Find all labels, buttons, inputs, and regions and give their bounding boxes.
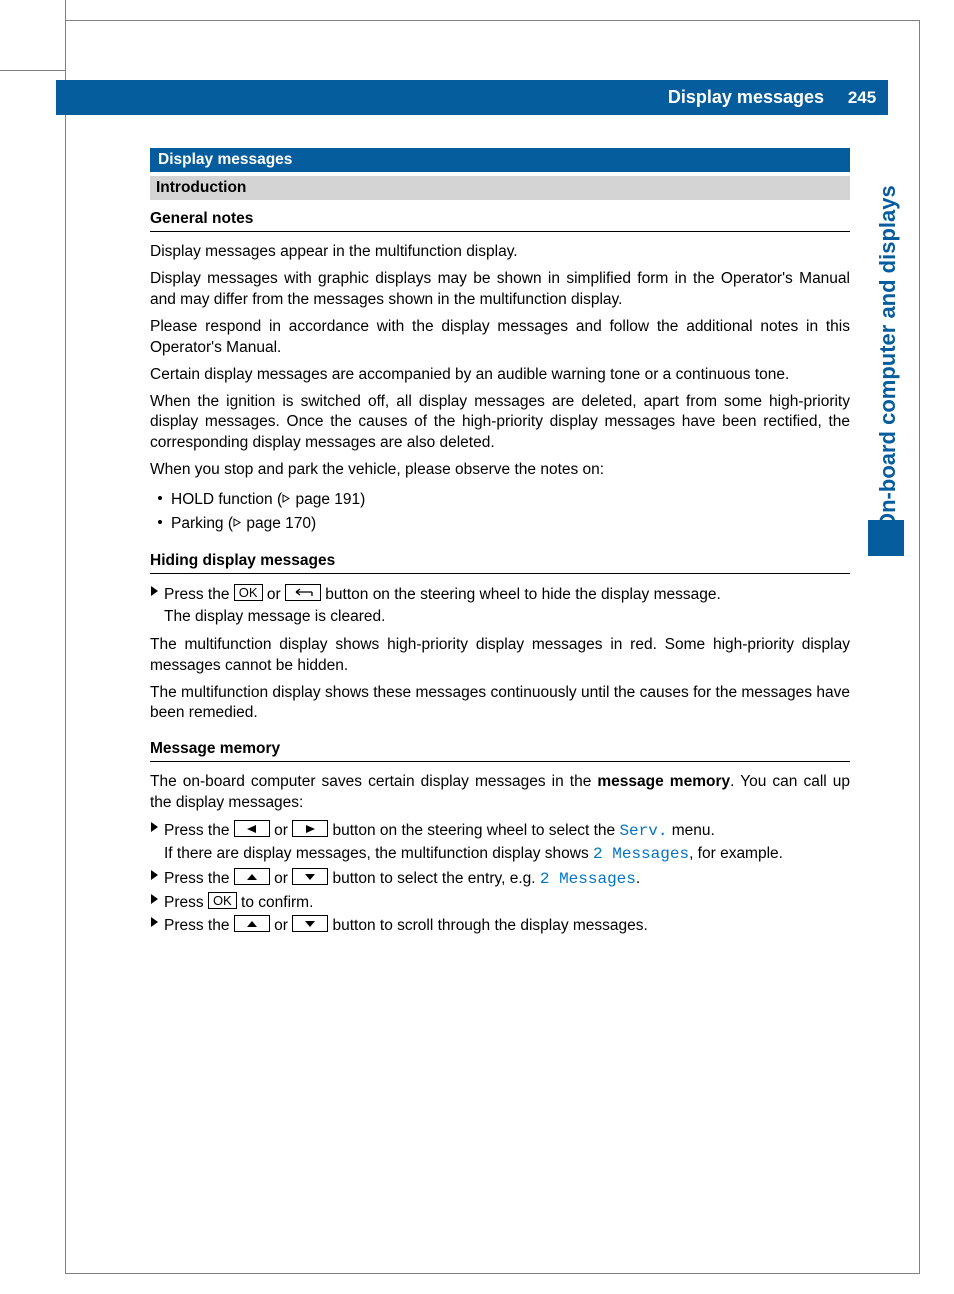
step-text: Press the or button on the steering whee… <box>164 820 850 866</box>
paragraph: The multifunction display shows high-pri… <box>150 635 850 677</box>
paragraph: The on-board computer saves certain disp… <box>150 772 850 814</box>
step-item: Press the or button on the steering whee… <box>150 820 850 866</box>
step-text: Press the or button to select the entry,… <box>164 868 850 891</box>
up-arrow-button-icon <box>234 915 270 932</box>
section-banner-primary: Display messages <box>150 148 850 172</box>
step-item: Press the or button to select the entry,… <box>150 868 850 891</box>
down-arrow-button-icon <box>292 868 328 885</box>
step-marker-icon <box>150 869 164 881</box>
step-item: Press the OK or button on the steering w… <box>150 584 850 629</box>
paragraph: Display messages appear in the multifunc… <box>150 242 850 263</box>
crop-mark-vertical <box>65 0 66 20</box>
step-marker-icon <box>150 893 164 905</box>
down-arrow-button-icon <box>292 915 328 932</box>
bullet-icon <box>158 520 162 524</box>
up-arrow-button-icon <box>234 868 270 885</box>
page-number: 245 <box>836 80 888 115</box>
subheading-memory: Message memory <box>150 740 850 762</box>
crop-mark-horizontal <box>0 70 65 71</box>
ok-button-icon: OK <box>208 892 237 909</box>
paragraph: Please respond in accordance with the di… <box>150 317 850 359</box>
step-list: Press the OK or button on the steering w… <box>150 584 850 629</box>
step-marker-icon <box>150 585 164 597</box>
right-arrow-button-icon <box>292 820 328 837</box>
step-text: Press OK to confirm. <box>164 892 850 914</box>
paragraph: Certain display messages are accompanied… <box>150 365 850 386</box>
content-area: Display messages Introduction General no… <box>150 148 850 939</box>
step-text: Press the or button to scroll through th… <box>164 915 850 937</box>
header-bar: Display messages <box>56 80 836 115</box>
list-item: HOLD function ( page 191) <box>158 487 850 511</box>
side-tab-block <box>868 520 904 556</box>
subheading-hiding: Hiding display messages <box>150 552 850 574</box>
subheading-general-notes: General notes <box>150 210 850 232</box>
menu-label: 2 Messages <box>593 845 689 863</box>
step-list: Press the or button on the steering whee… <box>150 820 850 938</box>
step-item: Press OK to confirm. <box>150 892 850 914</box>
paragraph: Display messages with graphic displays m… <box>150 269 850 311</box>
step-text: Press the OK or button on the steering w… <box>164 584 850 629</box>
paragraph: When the ignition is switched off, all d… <box>150 392 850 455</box>
left-arrow-button-icon <box>234 820 270 837</box>
paragraph: When you stop and park the vehicle, plea… <box>150 460 850 481</box>
section-banner-secondary: Introduction <box>150 176 850 200</box>
bullet-list: HOLD function ( page 191) Parking ( page… <box>158 487 850 536</box>
bullet-icon <box>158 496 162 500</box>
step-item: Press the or button to scroll through th… <box>150 915 850 937</box>
header-title: Display messages <box>668 87 824 108</box>
ok-button-icon: OK <box>234 584 263 601</box>
list-item-text: Parking ( page 170) <box>171 511 316 535</box>
step-marker-icon <box>150 821 164 833</box>
step-marker-icon <box>150 916 164 928</box>
menu-label: 2 Messages <box>540 870 636 888</box>
side-tab-label: On-board computer and displays <box>870 150 906 530</box>
list-item: Parking ( page 170) <box>158 511 850 535</box>
list-item-text: HOLD function ( page 191) <box>171 487 365 511</box>
back-button-icon <box>285 584 321 601</box>
paragraph: The multifunction display shows these me… <box>150 683 850 725</box>
menu-label: Serv. <box>619 822 667 840</box>
